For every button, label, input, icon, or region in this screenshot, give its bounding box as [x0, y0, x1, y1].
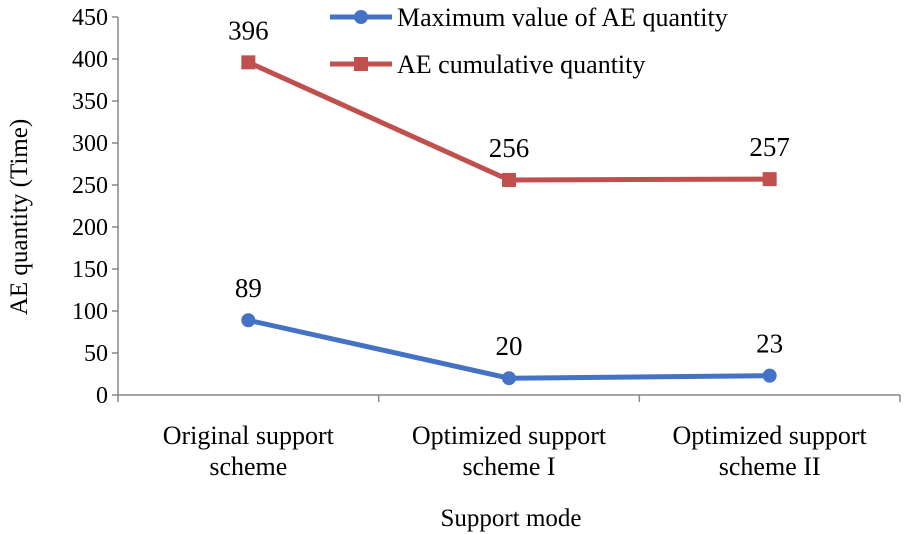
legend-label: Maximum value of AE quantity — [397, 3, 728, 32]
y-tick-label: 450 — [72, 5, 108, 31]
x-axis-title: Support mode — [441, 505, 582, 532]
y-tick-label: 100 — [72, 299, 108, 325]
series-cumulative-ae: 396 256 257 — [228, 15, 790, 187]
data-point — [241, 313, 256, 328]
data-point — [502, 371, 516, 386]
data-label: 256 — [489, 133, 530, 163]
legend-marker — [354, 57, 368, 71]
legend-item: Maximum value of AE quantity — [330, 3, 728, 32]
y-tick-label: 250 — [72, 173, 108, 199]
data-label: 257 — [749, 132, 790, 162]
data-point — [502, 172, 516, 187]
y-tick-label: 0 — [96, 383, 108, 409]
y-tick-label: 200 — [72, 215, 108, 241]
data-label: 396 — [228, 15, 269, 45]
legend: Maximum value of AE quantity AE cumulativ… — [330, 3, 728, 79]
y-tick-label: 300 — [72, 131, 108, 157]
data-point — [241, 55, 256, 70]
x-axis-categories: Original support scheme Optimized support s… — [117, 395, 901, 481]
data-label: 89 — [235, 273, 262, 303]
data-point — [762, 172, 777, 187]
legend-marker — [354, 10, 368, 24]
y-tick-label: 400 — [72, 47, 108, 73]
y-tick-label: 350 — [72, 89, 108, 115]
y-tick-label: 150 — [72, 257, 108, 283]
series-maximum-ae: 89 20 23 — [235, 273, 783, 386]
data-label: 20 — [496, 331, 523, 361]
data-label: 23 — [756, 329, 783, 359]
data-point — [762, 368, 777, 383]
series-layer: 89 20 23 396 256 257 — [228, 15, 790, 386]
y-tick-label: 50 — [84, 341, 108, 367]
legend-item: AE cumulative quantity — [330, 50, 645, 79]
x-category-label: Original support scheme — [163, 421, 335, 481]
y-axis-ticks: 0 50 100 150 200 250 300 350 400 450 — [72, 5, 118, 409]
x-category-label: Optimized support scheme I — [412, 421, 607, 481]
legend-label: AE cumulative quantity — [397, 50, 645, 79]
y-axis-title: AE quantity (Time) — [6, 119, 33, 315]
x-category-label: Optimized support scheme II — [673, 421, 868, 481]
